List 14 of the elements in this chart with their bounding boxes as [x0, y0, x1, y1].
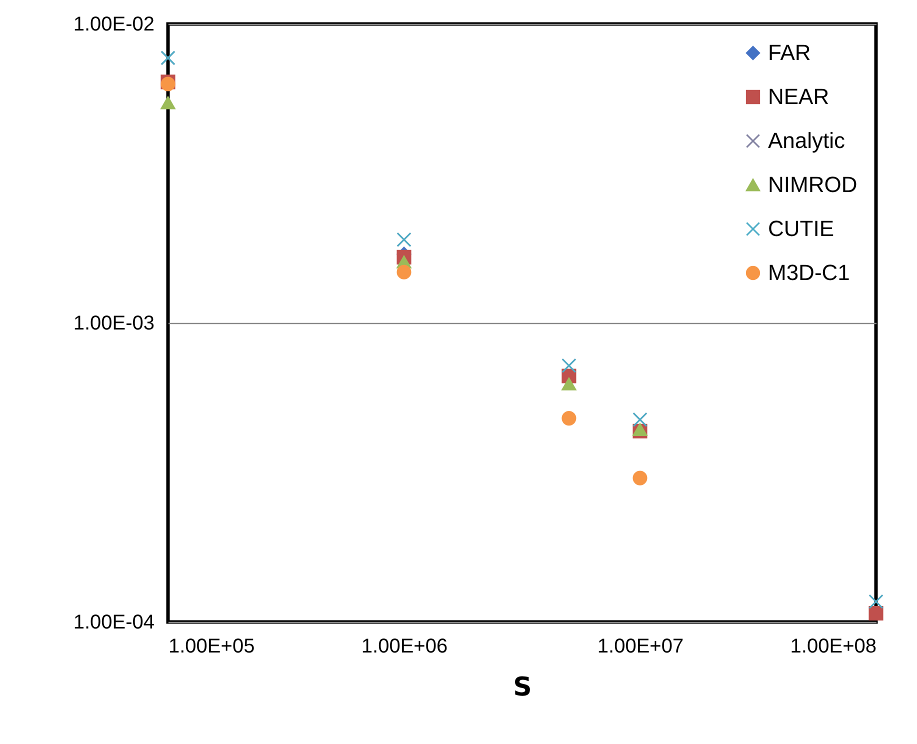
legend-label: Analytic	[768, 128, 846, 153]
x-tick-label: 1.00E+05	[168, 636, 255, 658]
legend-label: CUTIE	[768, 216, 834, 241]
x-axis-title: S	[513, 672, 532, 702]
y-tick-label: 1.00E-02	[73, 14, 154, 36]
legend-label: FAR	[768, 40, 811, 65]
x-tick-label: 1.00E+06	[361, 636, 448, 658]
y-tick-label: 1.00E-04	[73, 612, 154, 634]
legend-label: M3D-C1	[768, 260, 850, 285]
x-tick-label: 1.00E+07	[597, 636, 684, 658]
legend-label: NEAR	[768, 84, 830, 109]
x-tick-label: 1.00E+08	[790, 636, 876, 658]
y-tick-label: 1.00E-03	[73, 312, 154, 334]
legend-label: NIMROD	[768, 172, 858, 197]
